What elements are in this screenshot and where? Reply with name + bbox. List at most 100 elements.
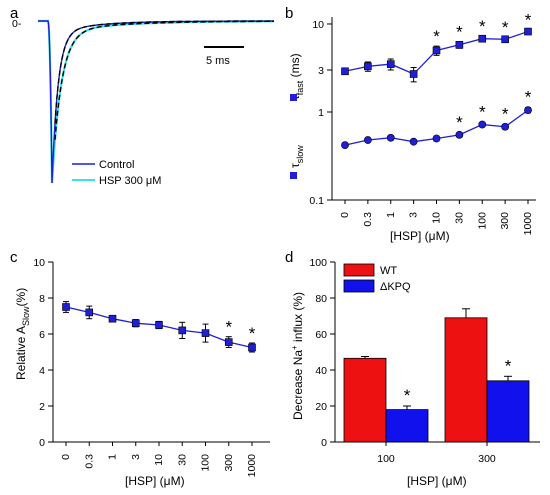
- panel-c-y-tick-label: 8: [39, 293, 45, 305]
- svg-text:τfast (ms): τfast (ms): [288, 53, 305, 100]
- trace-control: [38, 20, 274, 184]
- bar-wt: [444, 317, 488, 443]
- panel-c-x-tick-label: 0: [60, 454, 72, 460]
- panel-c-y-tick-label: 0: [39, 437, 45, 449]
- panel-b-y-tick-label: 3: [318, 65, 324, 77]
- significance-star-fast: *: [502, 18, 509, 37]
- panel-d-y-tick-label: 80: [315, 293, 327, 305]
- panel-c-x-tick-label: 1000: [246, 454, 258, 478]
- panel-c-x-tick-label: 0.3: [83, 454, 95, 469]
- panel-a-traces: 0- 5 ms Control HSP 300 μM: [12, 18, 274, 187]
- panel-d-ylabel: Decrease Na+ influx (%): [290, 292, 305, 420]
- panel-c-label: c: [10, 249, 18, 266]
- panel-b-x-tick-label: 1: [385, 212, 397, 218]
- significance-star: *: [225, 318, 232, 337]
- bar-wt: [343, 357, 387, 443]
- panel-c-xlabel: [HSP] (μM): [125, 474, 185, 488]
- panel-d-y-tick-label: 40: [315, 365, 327, 377]
- tau-fast-point: [364, 62, 372, 71]
- panel-c-y-tick-label: 4: [39, 365, 45, 377]
- legend-dkpq-swatch: [343, 279, 375, 293]
- panel-b-x-tick-label: 10: [431, 212, 443, 224]
- panel-c-ylabel-main: Relative A: [14, 326, 28, 380]
- legend-wt-label: WT: [380, 265, 397, 277]
- bar-dkpq: [385, 409, 429, 443]
- a-slow-point: [224, 338, 233, 346]
- tau-fast-point: [409, 70, 418, 78]
- a-slow-point: [155, 321, 163, 329]
- significance-star-fast: *: [433, 27, 440, 46]
- tau-fast-point: [432, 46, 441, 55]
- panel-c-ylabel-sub: Slow: [21, 306, 31, 326]
- tau-fast-point: [501, 35, 509, 44]
- panel-b-x-tick-label: 30: [453, 212, 465, 224]
- panel-d-label: d: [285, 249, 293, 266]
- tau-slow-point: [524, 106, 532, 115]
- bar-dkpq: [486, 380, 530, 443]
- panel-d-xlabel: [HSP] (μM): [407, 474, 467, 488]
- tau-slow-sub: slow: [295, 145, 305, 164]
- panel-d-ylabel-main: Decrease Na: [291, 350, 305, 420]
- a-slow-point: [201, 329, 210, 337]
- panel-d-chart: 0 20 40 60 80 100 100 300 * * WT ΔKPQ [HSP] (μM…: [290, 257, 540, 488]
- tau-fast-unit: (ms): [288, 53, 302, 80]
- panel-b-x-tick-label: 300: [499, 212, 511, 230]
- panel-c-x-tick-label: 1: [107, 454, 119, 460]
- panel-b-label: b: [285, 5, 293, 22]
- tau-slow-point: [386, 133, 395, 142]
- panel-b-chart: 0.1 1 3 10 0 0.3 1 3 10 30 100 300 1000 * * * * * * * * * […: [288, 11, 536, 243]
- significance-star-slow: *: [479, 102, 486, 121]
- a-slow-point: [178, 326, 187, 335]
- a-slow-point: [62, 303, 70, 311]
- panel-d-x-tick-label: 100: [377, 453, 395, 465]
- panel-d-y-tick-label: 20: [315, 401, 327, 413]
- panel-a-label: a: [10, 5, 19, 22]
- tau-fast-sub: fast: [295, 80, 305, 95]
- scale-bar-label: 5 ms: [206, 55, 230, 67]
- tau-slow-point: [432, 134, 441, 143]
- panel-d-y-tick-label: 0: [321, 437, 327, 449]
- panel-b-x-tick-label: 3: [408, 212, 420, 218]
- significance-star-fast: *: [525, 11, 532, 30]
- panel-c-x-tick-label: 100: [200, 454, 212, 472]
- tau-slow-point: [363, 136, 372, 144]
- legend-wt-swatch: [343, 263, 375, 277]
- panel-b-xlabel: [HSP] (μM): [390, 229, 450, 243]
- tau-fast-point: [524, 27, 532, 36]
- a-slow-point: [108, 314, 117, 323]
- significance-star: *: [505, 356, 512, 375]
- a-slow-point: [85, 308, 94, 317]
- panel-c-ylabel: Relative ASlow(%): [14, 288, 31, 380]
- significance-star: *: [404, 386, 411, 405]
- panel-b-ylabel-fast: τfast (ms): [288, 53, 305, 100]
- panel-c-x-tick-label: 3: [130, 454, 142, 460]
- legend-control-label: Control: [99, 159, 134, 171]
- tau-fast-point: [386, 60, 395, 68]
- panel-c-x-tick-label: 10: [153, 454, 165, 466]
- tau-fast-point: [455, 40, 464, 49]
- panel-b-y-tick-label: 10: [312, 19, 324, 31]
- panel-b-x-tick-label: 0: [339, 212, 351, 218]
- panel-b-x-tick-label: 100: [476, 212, 488, 230]
- panel-b-ylabel-fast-marker: [290, 94, 297, 101]
- svg-text:τslow: τslow: [288, 145, 305, 168]
- panel-d-ylabel-sup: +: [290, 345, 299, 350]
- tau-fast-point: [341, 67, 349, 76]
- tau-slow-point: [455, 130, 464, 139]
- significance-star-fast: *: [456, 23, 463, 42]
- tau-fast-point: [478, 34, 487, 43]
- panel-c-x-tick-label: 300: [223, 454, 235, 472]
- panel-b-ylabel-slow: τslow: [288, 145, 305, 168]
- panel-c-y-tick-label: 6: [39, 329, 45, 341]
- tau-slow-point: [341, 141, 349, 150]
- panel-b-x-tick-label: 0.3: [362, 212, 374, 227]
- significance-star: *: [249, 324, 256, 343]
- legend-dkpq-label: ΔKPQ: [380, 281, 411, 293]
- a-slow-point: [131, 319, 140, 328]
- panel-d-x-tick-label: 300: [478, 453, 496, 465]
- panel-d-y-tick-label: 100: [309, 257, 327, 269]
- trace-hsp: [38, 19, 274, 184]
- significance-star-slow: *: [456, 113, 463, 132]
- panel-b-x-tick-label: 1000: [522, 212, 534, 236]
